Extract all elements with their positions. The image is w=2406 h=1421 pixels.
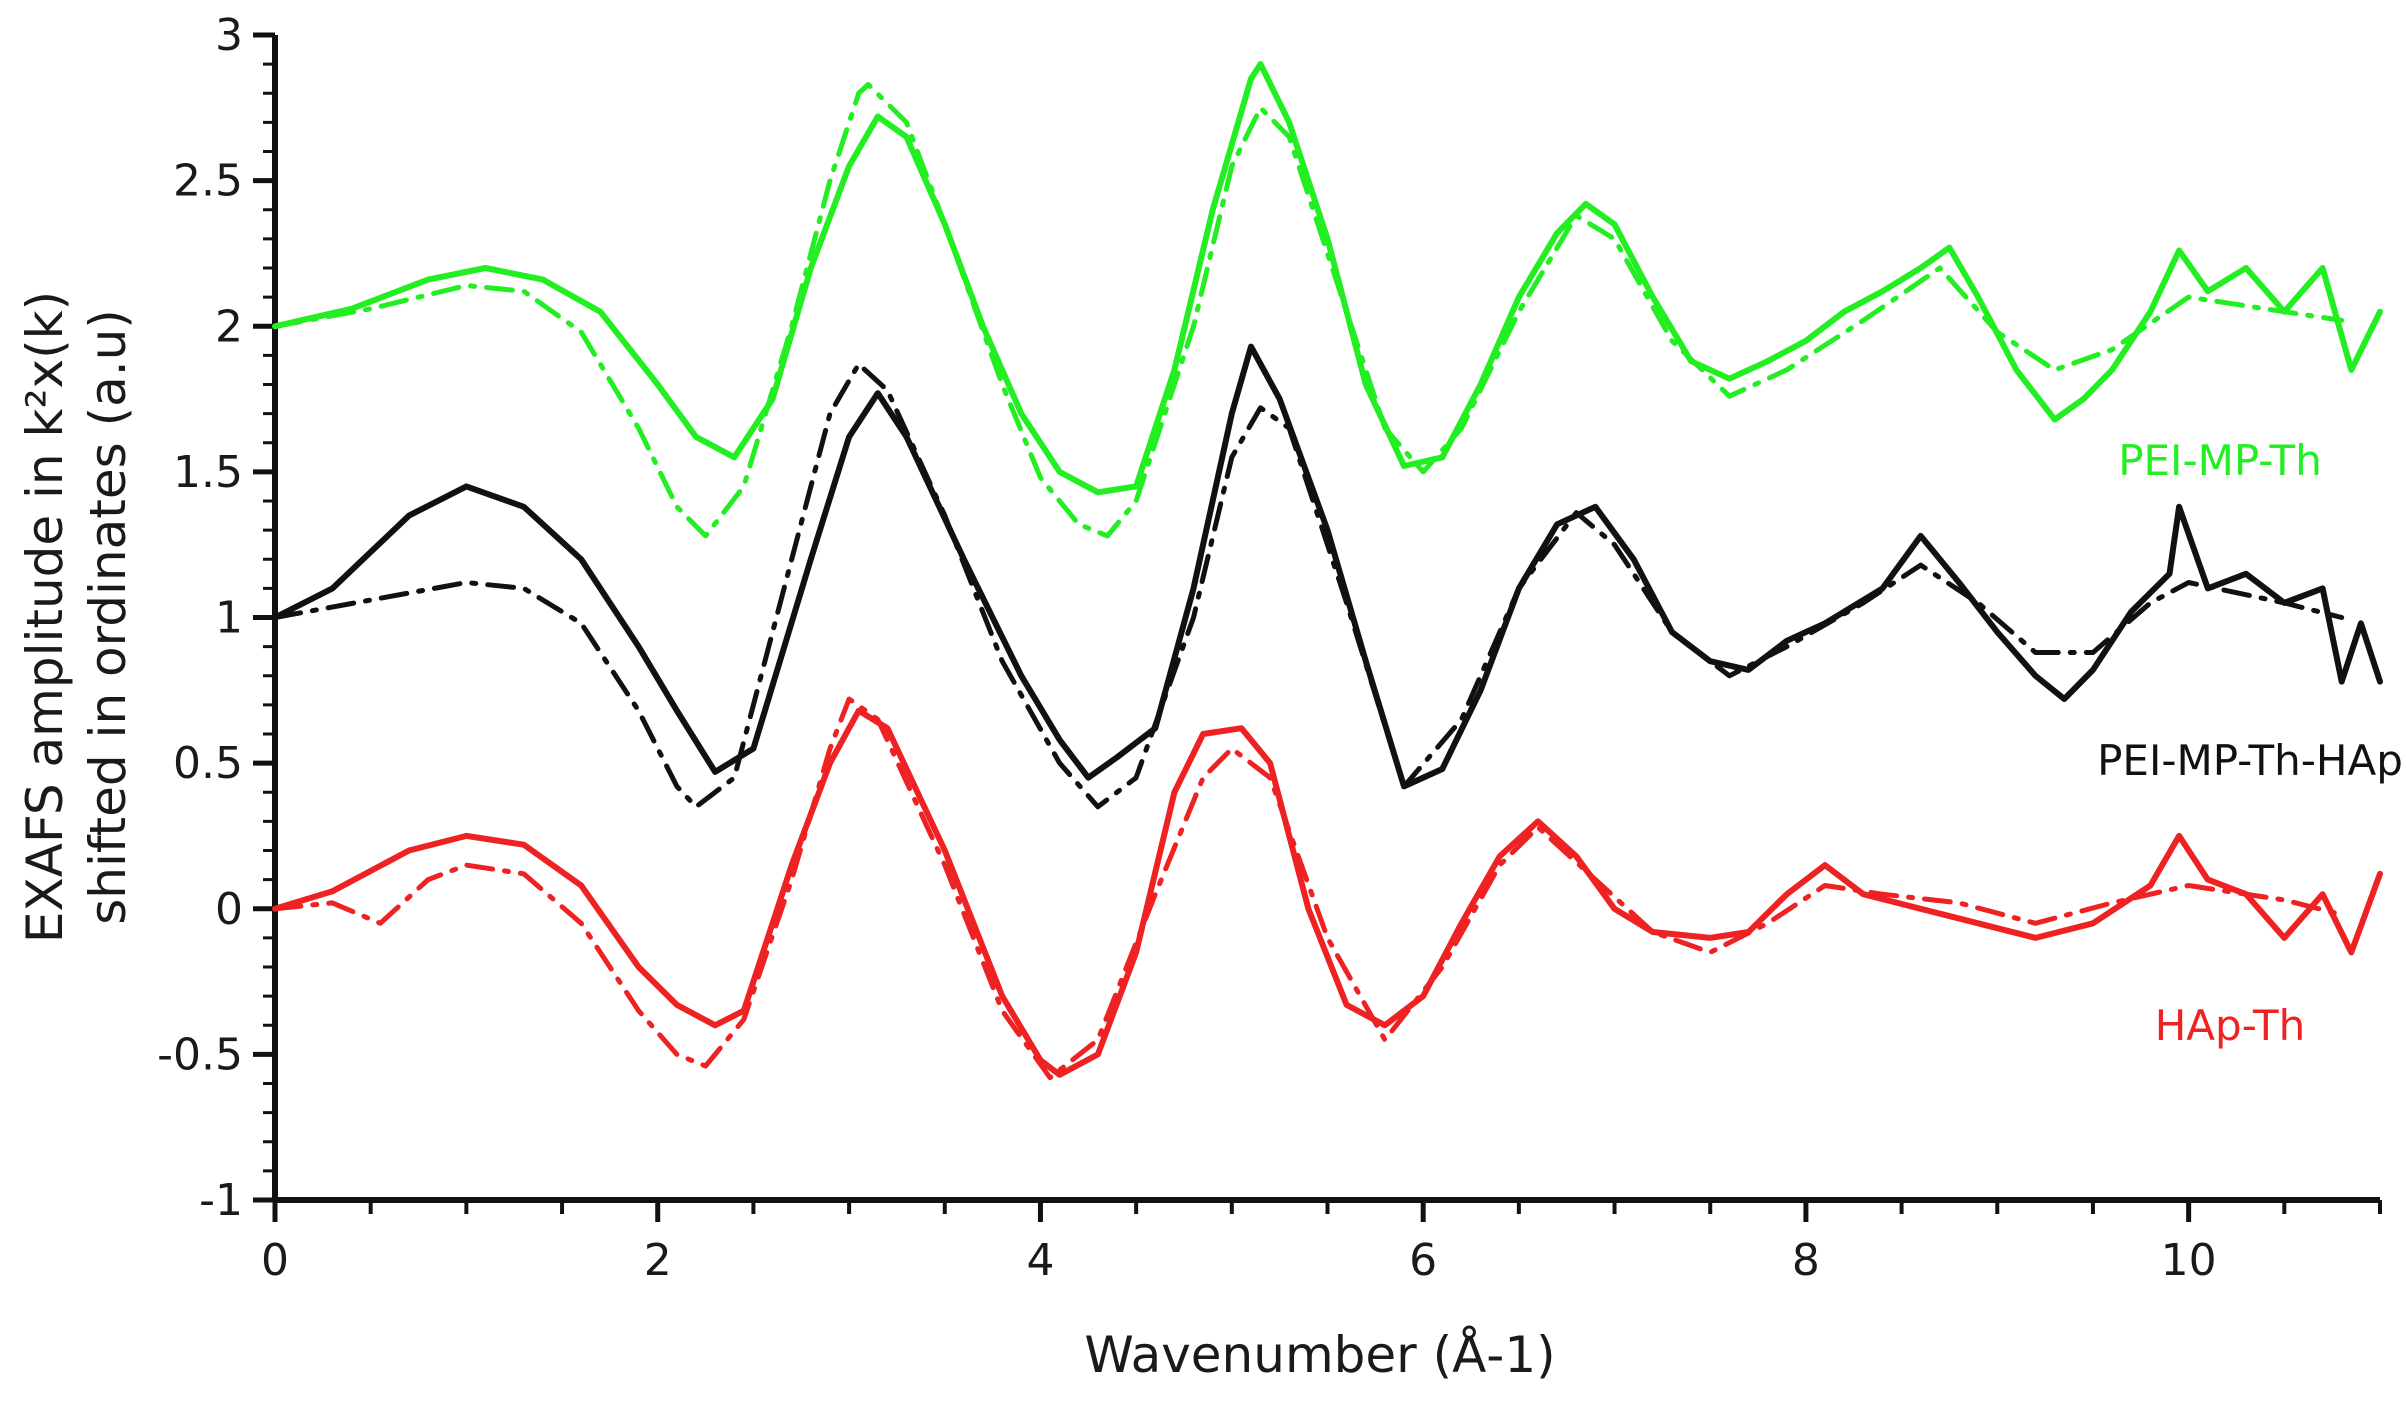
y-tick-label-6: 2 <box>215 301 243 352</box>
series-line-pei-mp-th-fit <box>272 82 2345 539</box>
y-tick-label-0: -1 <box>199 1175 243 1226</box>
y-tick-label-7: 2.5 <box>173 156 243 207</box>
axis-ticks: 0 2 4 6 8 10 -1 -0.5 0 0.5 1 1.5 2 2.5 3 <box>157 10 2382 1286</box>
label-hap-th: HAp-Th <box>2155 1001 2306 1050</box>
y-tick-label-2: 0 <box>215 884 243 935</box>
label-pei-mp-th: PEI-MP-Th <box>2118 436 2322 485</box>
x-tick-label-2: 4 <box>1026 1235 1054 1286</box>
x-axis-title: Wavenumber (Å-1) <box>1084 1326 1555 1384</box>
series-layer <box>272 61 2383 1081</box>
y-tick-label-1: -0.5 <box>157 1029 243 1080</box>
x-axis-title-text: Wavenumber (Å-1) <box>1084 1326 1555 1384</box>
y-axis-title-line1: EXAFS amplitude in k²x(k) <box>16 291 74 943</box>
label-pei-mp-th-hap: PEI-MP-Th-HAp <box>2097 736 2403 785</box>
x-tick-label-4: 8 <box>1792 1235 1820 1286</box>
x-tick-label-1: 2 <box>644 1235 672 1286</box>
y-tick-label-4: 1 <box>215 593 243 644</box>
x-tick-label-5: 10 <box>2161 1235 2217 1286</box>
y-tick-label-8: 3 <box>215 10 243 61</box>
series-line-pei-mp-th-hap <box>272 343 2383 790</box>
plot-area <box>272 35 2380 1203</box>
series-line-pei-mp-th-hap-fit <box>272 361 2345 810</box>
y-axis-title-line2: shifted in ordinates (a.u) <box>79 309 137 925</box>
series-line-hap-th <box>272 707 2383 1078</box>
x-tick-label-3: 6 <box>1409 1235 1437 1286</box>
x-tick-label-0: 0 <box>261 1235 289 1286</box>
y-tick-label-3: 0.5 <box>173 738 243 789</box>
series-line-pei-mp-th <box>272 61 2383 496</box>
y-tick-label-5: 1.5 <box>173 447 243 498</box>
series-line-hap-th-fit <box>272 696 2345 1081</box>
